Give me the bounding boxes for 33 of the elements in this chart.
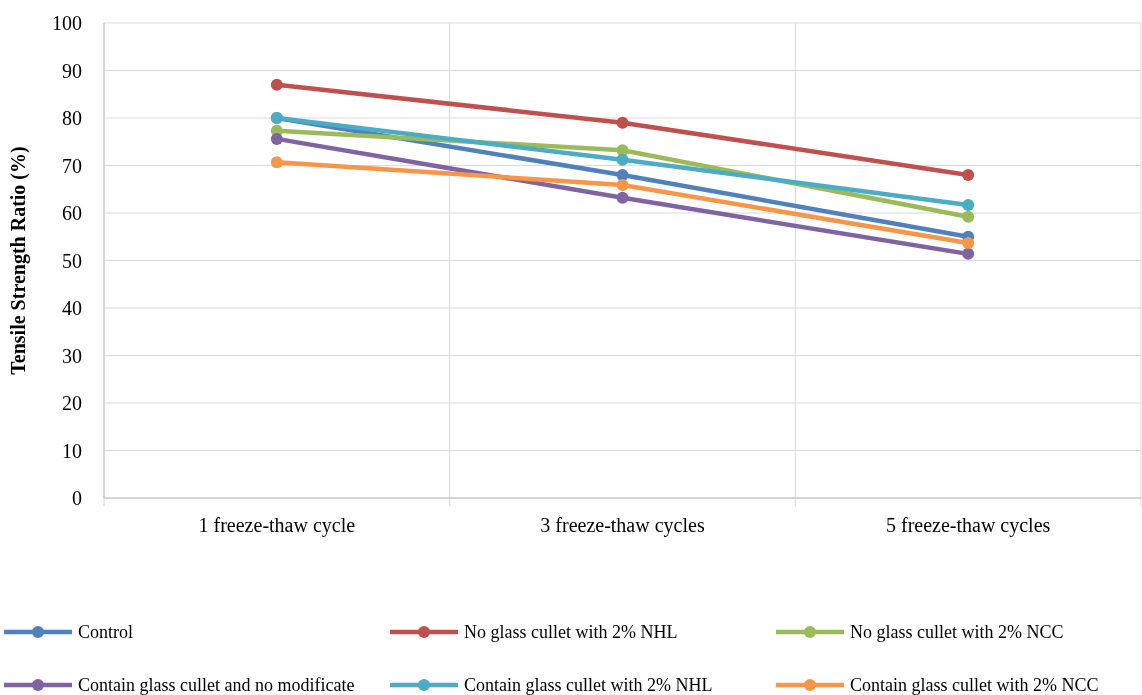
point (962, 236, 975, 249)
y-tick-label: 90 (62, 59, 82, 82)
y-tick-label: 80 (62, 107, 82, 129)
point (270, 78, 283, 91)
legend-label: Contain glass cullet with 2% NHL (464, 675, 713, 695)
y-tick-label: 50 (62, 249, 82, 272)
point (270, 132, 283, 145)
x-tick-label: 3 freeze-thaw cycles (540, 514, 705, 537)
point (962, 247, 975, 260)
y-tick-label: 40 (62, 297, 82, 319)
x-tick-label: 1 freeze-thaw cycle (198, 514, 356, 537)
y-tick-label: 20 (62, 392, 82, 414)
point (962, 198, 975, 211)
y-tick-label: 60 (62, 202, 82, 224)
legend-label: No glass cullet with 2% NHL (464, 622, 678, 643)
x-tick-label: 5 freeze-thaw cycles (885, 514, 1051, 537)
legend-label: Control (78, 622, 134, 643)
point (616, 191, 629, 204)
y-tick-label: 70 (62, 154, 82, 177)
y-tick-label: 10 (62, 439, 82, 462)
point (962, 169, 975, 181)
legend-label: Contain glass cullet and no modificate (78, 675, 355, 695)
y-tick-label: 100 (52, 12, 82, 34)
point (616, 116, 629, 129)
point (616, 153, 629, 166)
y-tick-label: 30 (62, 344, 82, 367)
y-axis-title: Tensile Strength Ratio (%) (7, 146, 30, 375)
legend-label: No glass cullet with 2% NCC (850, 622, 1064, 643)
legend-label: Contain glass cullet with 2% NCC (850, 675, 1099, 695)
y-tick-label: 0 (72, 487, 82, 509)
point (270, 156, 283, 169)
point (962, 210, 975, 223)
point (616, 178, 629, 191)
